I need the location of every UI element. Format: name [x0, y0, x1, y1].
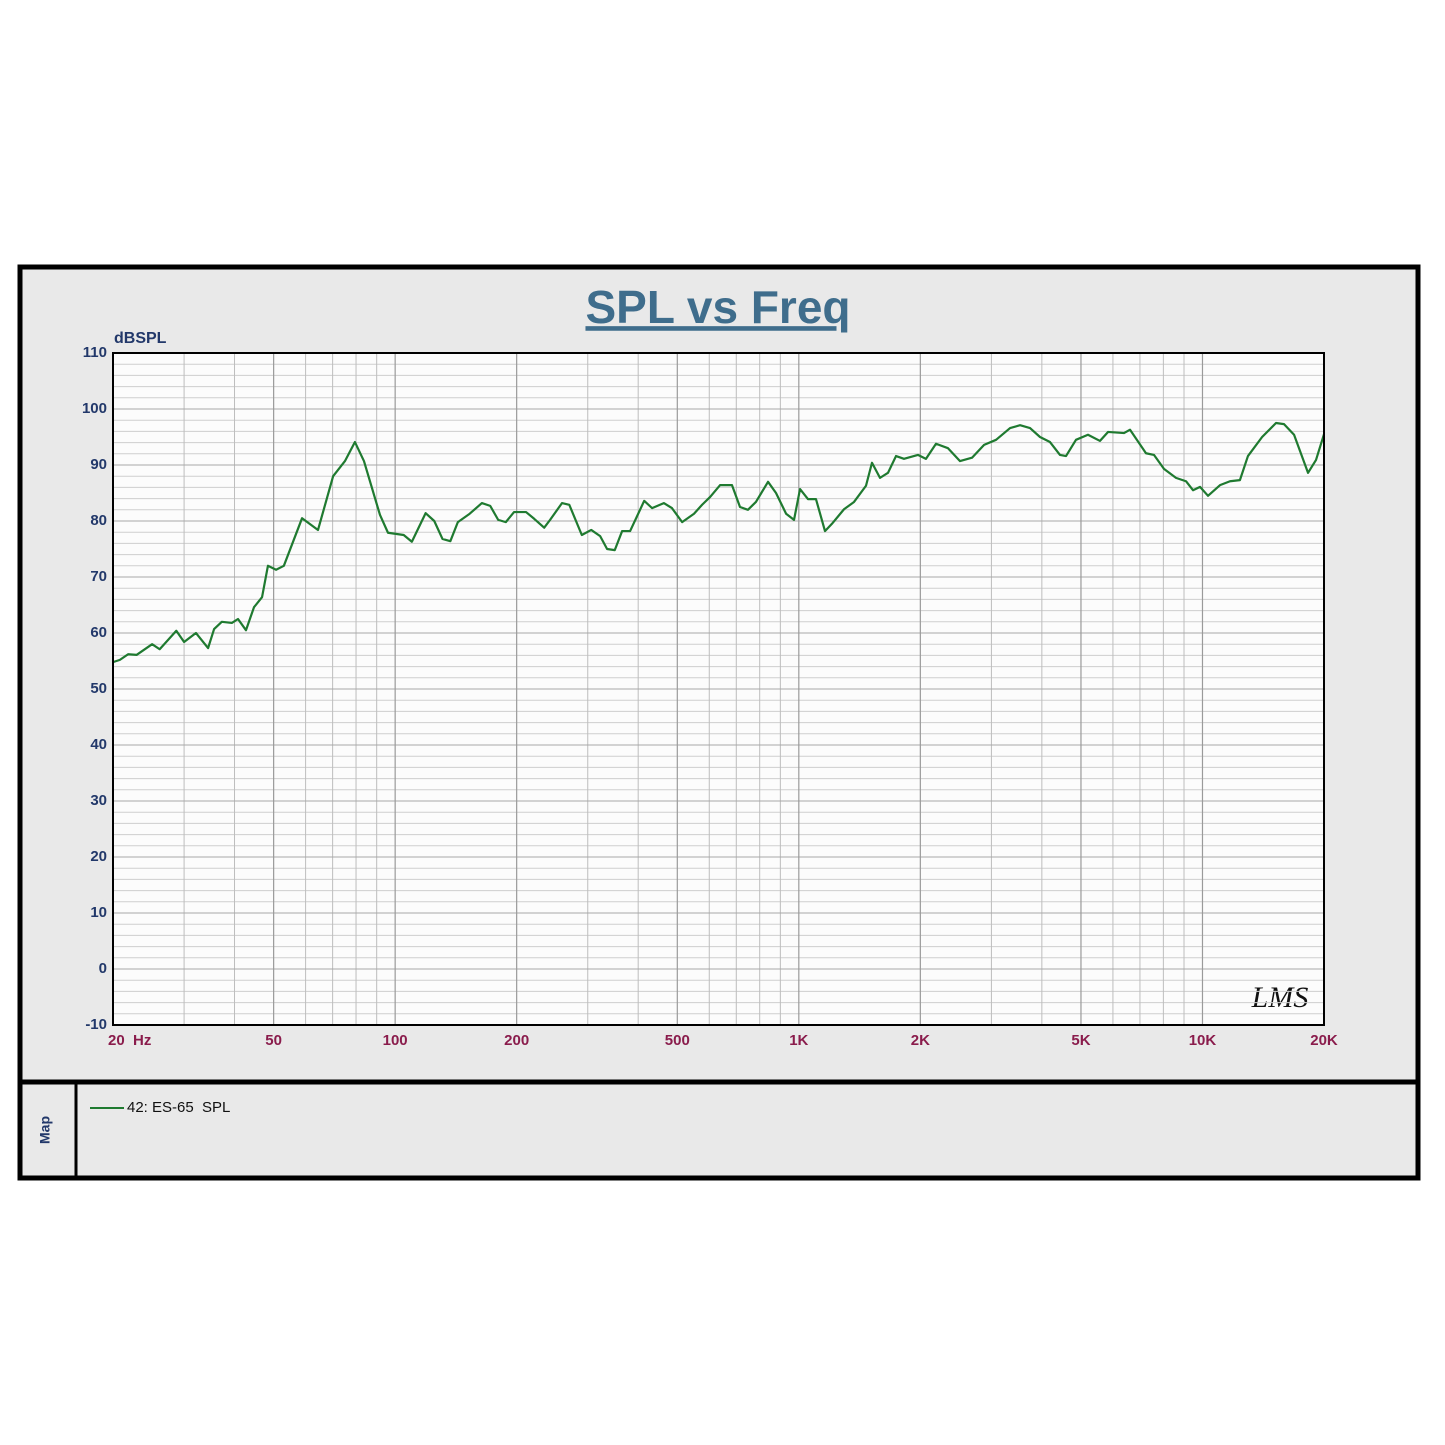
plot [112, 421, 1326, 664]
y-tick-label: -10 [85, 1016, 107, 1033]
x-tick-label: 5K [1071, 1032, 1090, 1049]
x-tick-label: 20K [1310, 1032, 1338, 1049]
x-tick-label: 50 [265, 1032, 282, 1049]
y-tick-label: 10 [90, 904, 107, 921]
legend-label: 42: ES-65 SPL [127, 1099, 230, 1116]
y-tick-label: 60 [90, 624, 107, 641]
x-tick-label: 20 Hz [108, 1032, 151, 1049]
plot-border [112, 352, 1325, 1026]
x-tick-label: 1K [789, 1032, 808, 1049]
grid [112, 352, 1325, 1026]
x-tick-label: 500 [665, 1032, 690, 1049]
y-tick-label: 90 [90, 456, 107, 473]
chart-title: SPL vs Freq [585, 281, 850, 333]
y-tick-label: 0 [99, 960, 107, 977]
y-tick-label: 80 [90, 512, 107, 529]
y-tick-label: 20 [90, 848, 107, 865]
y-tick-label: 110 [83, 344, 107, 361]
watermark: LMS [1251, 981, 1309, 1014]
sidebar-label: Map [37, 1116, 53, 1144]
y-tick-label: 70 [90, 568, 107, 585]
y-axis-label: dBSPL [114, 330, 167, 347]
y-tick-label: 100 [82, 400, 107, 417]
x-tick-label: 200 [504, 1032, 529, 1049]
y-tick-label: 30 [90, 792, 107, 809]
x-tick-label: 2K [911, 1032, 930, 1049]
x-tick-label: 10K [1189, 1032, 1217, 1049]
y-tick-label: 40 [90, 736, 107, 753]
y-tick-label: 50 [90, 680, 107, 697]
series-line [112, 421, 1326, 664]
x-tick-label: 100 [383, 1032, 408, 1049]
